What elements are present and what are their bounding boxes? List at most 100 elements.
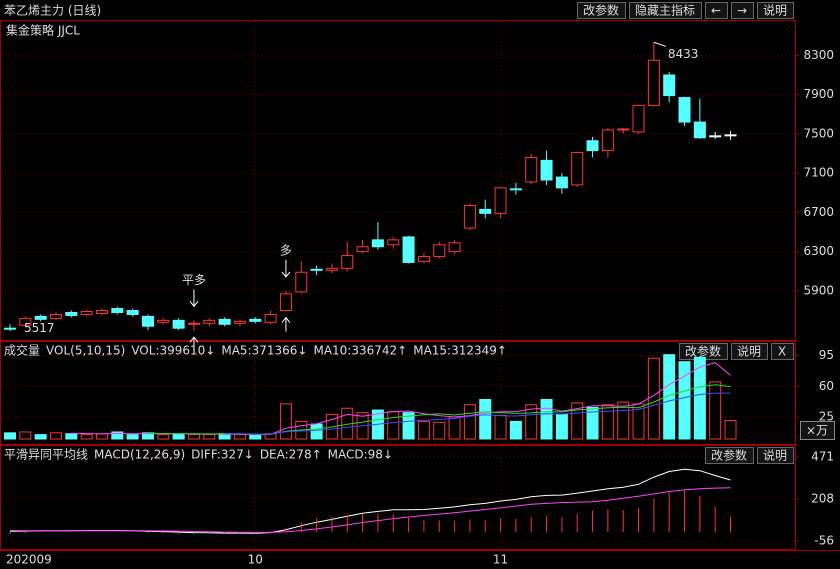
button[interactable] (771, 343, 794, 360)
candle-body (279, 293, 292, 312)
candle-body (617, 128, 630, 131)
x-tick-label: 202009 (6, 553, 52, 567)
y-tick-label: 471 (811, 450, 834, 464)
signal-arrow (281, 259, 291, 278)
volume-bar (448, 416, 461, 440)
volume-bar (433, 421, 446, 440)
volume-bar (586, 406, 599, 440)
volume-bar (693, 356, 706, 440)
candle-body (310, 268, 323, 271)
volume-bar (233, 434, 246, 440)
volume-bar (525, 404, 538, 440)
candle-body (601, 129, 614, 152)
button[interactable] (731, 343, 768, 360)
volume-bar (417, 420, 430, 440)
y-tick-label: 95 (819, 348, 834, 362)
candle-body (632, 104, 645, 133)
candle-body (555, 176, 568, 189)
button-label[interactable]: 改参数 (711, 448, 747, 463)
candle-body (525, 156, 538, 183)
unit-label[interactable]: ×万 (806, 424, 828, 438)
legend-entry: DEA:278↑ (260, 448, 322, 462)
volume-bar (279, 403, 292, 440)
y-tick-label: 60 (819, 379, 834, 393)
candle-body (80, 311, 93, 315)
candle-body (65, 311, 78, 316)
indicator-line (9, 487, 731, 533)
volume-bar (34, 434, 47, 440)
candle-body (678, 97, 691, 123)
button-label[interactable]: ← (711, 4, 721, 18)
volume-bar (571, 402, 584, 440)
volume-bar (249, 434, 262, 440)
button-label[interactable]: 隐藏主指标 (635, 3, 695, 18)
candle-body (157, 319, 170, 323)
candle-body (295, 271, 308, 293)
button-label[interactable]: 说明 (737, 344, 761, 359)
button-label[interactable]: 说明 (763, 3, 787, 18)
candle-body (356, 246, 369, 253)
volume-bar (617, 401, 630, 440)
volume-bar (555, 413, 568, 440)
button[interactable] (629, 2, 702, 19)
button[interactable] (577, 2, 626, 19)
candle-body (494, 187, 507, 214)
volume-bar (709, 381, 722, 440)
y-tick-label: 208 (811, 491, 834, 505)
unit-button[interactable] (800, 421, 835, 440)
candle-body (249, 318, 262, 322)
candle-body (571, 152, 584, 186)
volume-bar (80, 434, 93, 440)
volume-bar (647, 357, 660, 440)
button-label[interactable]: X (778, 345, 786, 359)
window-title: 苯乙烯主力 (日线) (4, 4, 101, 18)
candle-body (448, 242, 461, 253)
button-label[interactable]: 改参数 (583, 3, 619, 18)
y-tick-label: 5900 (803, 283, 834, 297)
button[interactable] (731, 2, 754, 19)
x-tick-label: 10 (248, 553, 263, 567)
legend-entry: DIFF:327↓ (191, 448, 254, 462)
high-leader (653, 41, 667, 47)
volume-bar (4, 432, 16, 440)
candle-body (111, 308, 124, 313)
candle-body (663, 74, 676, 97)
volume-bar (663, 354, 676, 440)
button-label[interactable]: → (737, 4, 747, 18)
volume-bar (310, 423, 323, 440)
legend-entry: MA5:371366↓ (221, 344, 307, 358)
button-label[interactable]: 说明 (763, 448, 787, 463)
y-tick-label: 6300 (803, 244, 834, 258)
button[interactable] (705, 2, 728, 19)
close-label: 5517 (24, 321, 55, 335)
candle-body (402, 236, 415, 263)
button[interactable] (705, 447, 754, 464)
candle-body (34, 315, 47, 320)
candle-body (4, 327, 16, 330)
button-label[interactable]: 改参数 (685, 344, 721, 359)
volume-bar (494, 414, 507, 440)
candle-body (203, 319, 216, 324)
signal-arrow (189, 289, 199, 308)
volume-bar (540, 398, 553, 440)
candle-body (325, 267, 338, 271)
candle-body (417, 256, 430, 262)
candle-body (187, 322, 200, 325)
legend-entry: MACD:98↓ (328, 448, 393, 462)
volume-bar (172, 433, 185, 440)
candle-body (724, 134, 737, 137)
volume-bar (187, 434, 200, 440)
candle-body (172, 319, 185, 329)
candle-body (693, 121, 706, 139)
button[interactable] (757, 447, 794, 464)
y-tick-label: 8300 (803, 48, 834, 62)
volume-bar (601, 404, 614, 440)
y-tick-label: 25 (819, 410, 834, 424)
button[interactable] (757, 2, 794, 19)
signal-arrow (189, 336, 199, 352)
candle-body (463, 205, 476, 229)
y-tick-label: 6700 (803, 205, 834, 219)
volume-bar (111, 431, 124, 440)
legend-entry: MA15:312349↑ (413, 344, 507, 358)
